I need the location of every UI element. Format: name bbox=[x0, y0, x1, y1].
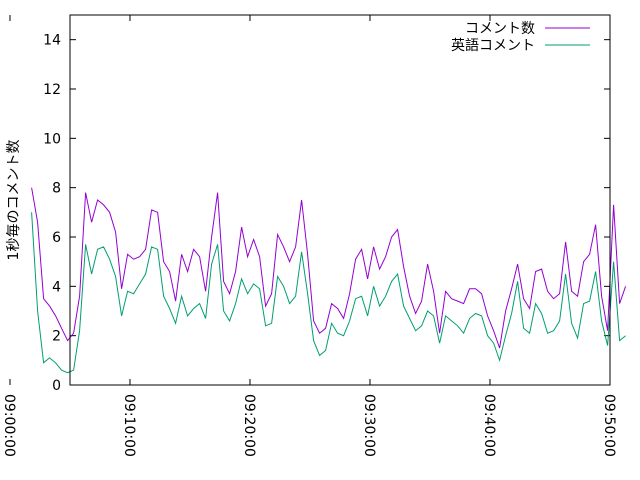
x-tick-label: 09:10:00 bbox=[121, 394, 137, 457]
x-tick-label: 09:00:00 bbox=[1, 394, 17, 457]
legend-label-1: コメント数 bbox=[465, 21, 535, 37]
y-axis-label: 1秒毎のコメント数 bbox=[6, 140, 22, 261]
y-tick-label: 14 bbox=[43, 33, 61, 49]
x-tick-label: 09:50:00 bbox=[601, 394, 617, 457]
x-tick-label: 09:30:00 bbox=[361, 394, 377, 457]
x-tick-label: 09:20:00 bbox=[241, 394, 257, 457]
series-line-2 bbox=[31, 212, 626, 374]
y-tick-label: 12 bbox=[43, 82, 61, 98]
plot-frame bbox=[69, 14, 611, 386]
y-tick-label: 0 bbox=[52, 378, 61, 394]
y-axis: 0 2 4 6 8 10 12 14 bbox=[43, 33, 610, 394]
x-axis: 09:00:00 09:10:00 09:20:00 09:30:00 09:40:00… bbox=[1, 15, 617, 457]
y-tick-label: 10 bbox=[43, 131, 61, 147]
y-tick-label: 4 bbox=[52, 279, 61, 295]
y-tick-label: 8 bbox=[52, 181, 61, 197]
x-tick-label: 09:40:00 bbox=[481, 394, 497, 457]
series-line-1 bbox=[31, 187, 627, 349]
legend-label-2: 英語コメント bbox=[451, 37, 535, 54]
series-layer bbox=[31, 187, 627, 374]
y-tick-label: 2 bbox=[52, 329, 61, 345]
y-tick-label: 6 bbox=[52, 230, 61, 246]
